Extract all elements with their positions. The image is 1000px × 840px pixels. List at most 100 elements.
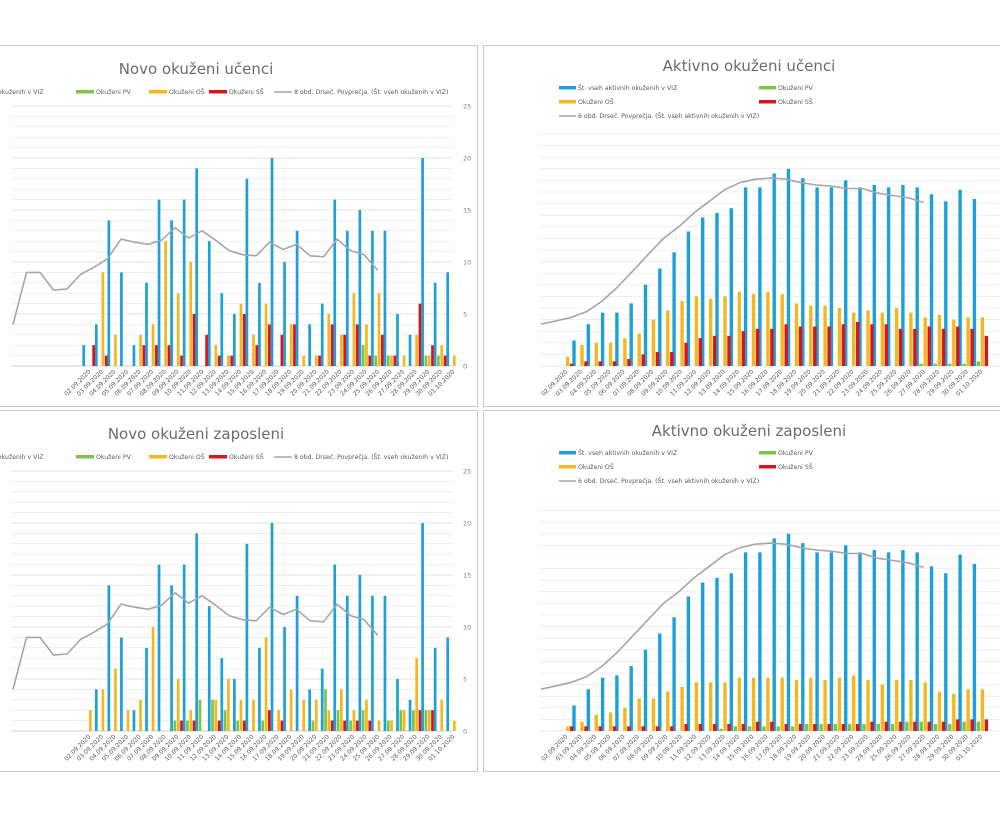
total-bar <box>195 533 199 731</box>
os-bar <box>314 355 318 366</box>
ss-bar <box>443 355 447 366</box>
total-bar <box>333 199 337 366</box>
total-bar <box>408 699 412 731</box>
ss-bar <box>343 334 346 366</box>
ss-bar <box>856 724 860 731</box>
os-bar <box>214 345 218 366</box>
legend-item: 6 obd. Drseč. Povprečja. (Št. vseh aktiv… <box>578 111 759 120</box>
ss-bar <box>355 720 359 731</box>
os-bar <box>289 689 293 731</box>
pv-bar <box>223 710 227 731</box>
chart-title: Aktivno okuženi zaposleni <box>652 422 846 440</box>
pv-bar <box>198 699 202 731</box>
legend-item: Št. vseh aktivnih okuženih v VIZ <box>578 83 677 92</box>
ss-bar <box>655 726 660 731</box>
ss-bar <box>280 720 284 731</box>
os-bar <box>252 334 255 366</box>
chart-novo-ucenci: Novo okuženi učenci Št. vseh okuženih v V… <box>0 60 471 398</box>
legend-swatch <box>759 86 776 90</box>
os-bar <box>766 291 770 366</box>
ss-bar <box>727 335 731 366</box>
ss-bar <box>393 355 397 366</box>
total-bar <box>572 705 576 731</box>
total-bar <box>643 649 648 731</box>
total-bar <box>396 679 399 731</box>
total-bar <box>615 312 619 366</box>
ss-bar <box>230 355 234 366</box>
total-bar <box>358 210 362 366</box>
total-bar <box>245 178 249 366</box>
pv-bar <box>762 726 766 731</box>
os-bar <box>252 699 255 731</box>
os-bar <box>709 298 713 366</box>
total-bar <box>672 252 676 366</box>
legend-swatch <box>759 100 776 104</box>
ss-bar <box>570 726 574 731</box>
total-bar <box>886 552 891 731</box>
ss-bar <box>813 724 817 731</box>
pv-bar <box>374 355 378 366</box>
os-bar <box>440 345 444 366</box>
legend-swatch <box>759 451 776 455</box>
total-bar <box>972 198 977 366</box>
ss-bar <box>755 721 760 731</box>
os-bar <box>852 675 856 731</box>
y-tick-label: 25 <box>463 103 471 111</box>
os-bar <box>390 720 393 731</box>
ss-bar <box>941 328 946 366</box>
ss-bar <box>431 345 434 366</box>
ss-bar <box>330 324 334 366</box>
ss-bar <box>941 721 946 731</box>
y-tick-label: 20 <box>463 520 471 528</box>
total-bar <box>701 582 705 731</box>
os-bar <box>176 679 180 731</box>
os-bar <box>239 699 243 731</box>
ss-bar <box>655 352 660 366</box>
total-bar <box>958 189 962 366</box>
ss-bar <box>956 326 960 366</box>
legend-swatch <box>759 465 776 469</box>
os-bar <box>164 241 167 366</box>
os-bar <box>894 679 899 731</box>
os-bar <box>402 710 406 731</box>
chart-panel-novo-zaposleni: Novo okuženi zaposleni Št. vseh okuženih … <box>0 410 478 772</box>
pv-bar <box>833 724 838 731</box>
total-bar <box>915 552 919 731</box>
legend-swatch <box>209 90 227 94</box>
pv-bar <box>349 720 352 731</box>
ss-bar <box>180 720 183 731</box>
total-bar <box>433 647 437 731</box>
os-bar <box>766 677 770 731</box>
os-bar <box>594 714 598 731</box>
os-bar <box>794 679 799 731</box>
pv-bar <box>919 363 923 366</box>
total-bar <box>686 596 691 731</box>
total-bar <box>195 168 199 366</box>
os-bar <box>340 689 343 731</box>
total-bar <box>371 595 374 731</box>
total-bar <box>132 345 136 366</box>
ss-bar <box>713 335 717 366</box>
pv-bar <box>948 363 952 366</box>
ss-bar <box>698 338 703 366</box>
legend-item: 8 obd. Drseč. Povprečja. (Št. vseh okuže… <box>294 87 448 96</box>
chart-novo-zaposleni: Novo okuženi zaposleni Št. vseh okuženih … <box>0 425 471 763</box>
legend-item: Okuženi OŠ <box>578 97 614 106</box>
pv-bar <box>173 720 177 731</box>
os-bar <box>176 293 180 366</box>
total-bar <box>786 533 791 731</box>
os-bar <box>302 355 306 366</box>
total-bar <box>786 168 791 366</box>
ss-bar <box>741 724 745 731</box>
total-bar <box>801 178 805 366</box>
total-bar <box>729 573 733 731</box>
os-bar <box>151 627 155 731</box>
os-bar <box>866 679 870 731</box>
pv-bar <box>862 724 866 731</box>
total-bar <box>270 523 274 731</box>
total-bar <box>801 543 805 731</box>
ss-bar <box>670 352 674 366</box>
os-bar <box>751 677 756 731</box>
total-bar <box>600 312 605 366</box>
chart-aktivno-zaposleni: Aktivno okuženi zaposleni Št. vseh aktivn… <box>539 422 1000 763</box>
